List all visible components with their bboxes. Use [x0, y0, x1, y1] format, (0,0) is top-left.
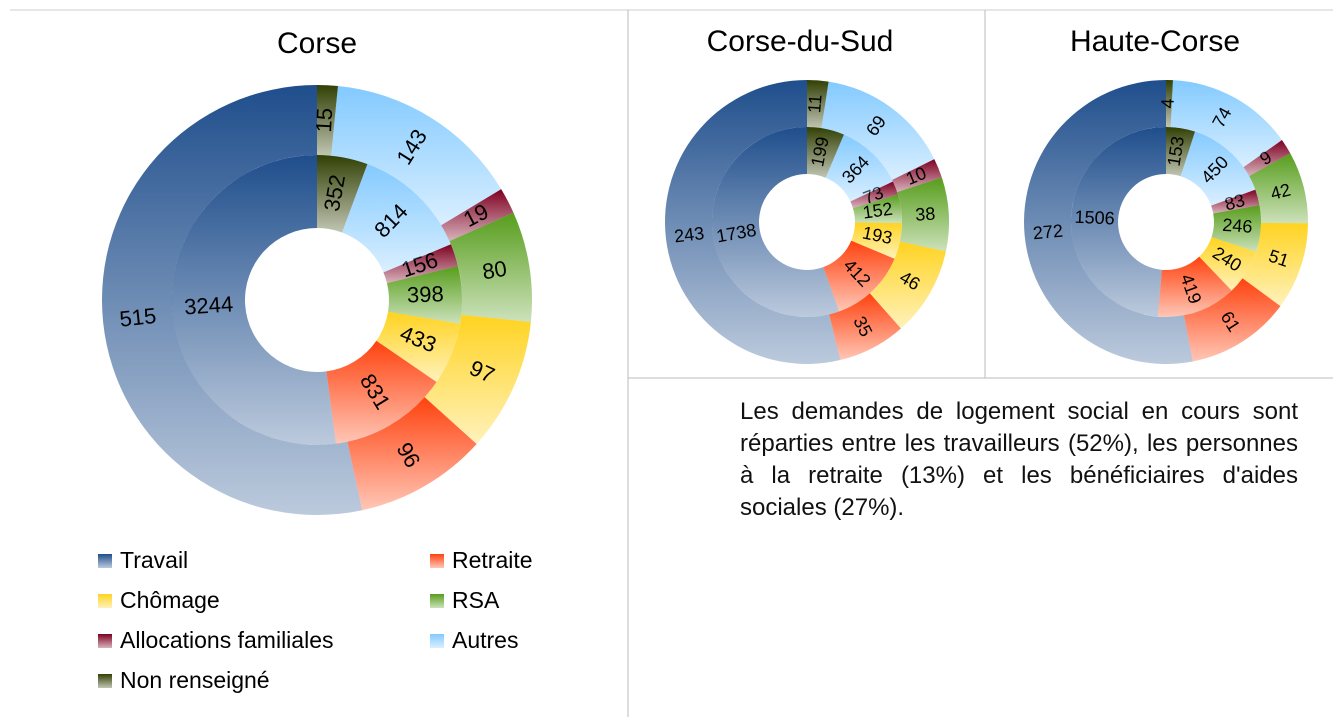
- donut-slice: [807, 127, 844, 178]
- donut-slice: [317, 155, 368, 233]
- data-label: 1506: [1074, 207, 1115, 229]
- data-label: 153: [1164, 135, 1188, 168]
- data-label: 246: [1222, 215, 1253, 237]
- data-label: 42: [1268, 180, 1292, 204]
- donut-slice: [664, 79, 841, 364]
- legend-label: Retraite: [452, 547, 533, 573]
- data-label: 4: [1158, 98, 1178, 109]
- legend-swatch: [98, 634, 112, 648]
- donut-slice: [1211, 205, 1262, 252]
- data-label: 3244: [183, 291, 234, 319]
- donut-slice: [449, 212, 532, 323]
- data-label: 272: [1032, 221, 1064, 244]
- chart-title: Corse-du-Sud: [707, 25, 894, 58]
- legend-swatch: [430, 634, 444, 648]
- donut-slice: [1070, 127, 1166, 317]
- donut-slice: [711, 127, 840, 317]
- donut-slice: [821, 81, 935, 180]
- donut-slice: [1024, 80, 1193, 365]
- legend-label: Chômage: [120, 587, 220, 613]
- legend-label: RSA: [452, 587, 500, 613]
- donut-slice: [424, 314, 531, 445]
- donut-slice: [1166, 127, 1196, 177]
- legend-swatch: [430, 594, 444, 608]
- donut-slice: [171, 155, 336, 445]
- paragraph: Les demandes de logement social en cours…: [740, 398, 1298, 521]
- donut-slice: [342, 164, 451, 273]
- donut-slice: [869, 241, 946, 329]
- data-label: 398: [407, 281, 445, 307]
- legend-label: Autres: [452, 627, 518, 653]
- donut-slice: [852, 194, 902, 223]
- donut-slice: [1170, 80, 1282, 168]
- donut-slice: [823, 240, 895, 312]
- donut-slice: [326, 340, 437, 444]
- donut-slice: [1243, 140, 1291, 177]
- donut-slice: [101, 85, 363, 515]
- data-label: 80: [480, 256, 508, 285]
- legend-label: Non renseigné: [120, 667, 270, 693]
- donut-slice: [892, 159, 942, 193]
- donut-slice: [1211, 189, 1260, 214]
- data-label: 38: [915, 204, 936, 225]
- data-label: 243: [673, 223, 705, 246]
- donut-slice: [383, 244, 458, 284]
- data-label: 11: [804, 94, 825, 114]
- donut-slice: [825, 134, 893, 202]
- data-label: 15: [311, 107, 337, 133]
- legend-swatch: [98, 594, 112, 608]
- donut-slice: [1180, 131, 1256, 206]
- chart-title: Haute-Corse: [1070, 25, 1240, 58]
- legend-label: Travail: [120, 547, 188, 573]
- legend-swatch: [98, 674, 112, 688]
- donut-slice: [1242, 222, 1308, 307]
- donut-slice: [850, 181, 898, 209]
- donut-slice: [807, 80, 829, 129]
- donut-slice: [829, 293, 901, 361]
- donut-slice: [376, 311, 461, 383]
- donut-slice: [1249, 153, 1308, 224]
- donut-slice: [317, 84, 338, 156]
- data-label: 515: [118, 303, 157, 332]
- donut-slice: [441, 189, 514, 242]
- donut-slice: [386, 265, 462, 324]
- donut-slice: [331, 86, 502, 226]
- chart-title: Corse: [277, 27, 357, 60]
- donut-slice: [347, 397, 477, 511]
- legend-label: Allocations familiales: [120, 627, 333, 653]
- donut-slice: [1199, 237, 1257, 291]
- donut-slice: [1166, 80, 1173, 128]
- donut-slice: [897, 177, 949, 252]
- legend-swatch: [98, 554, 112, 568]
- legend-swatch: [430, 554, 444, 568]
- donut-slice: [1157, 256, 1232, 318]
- donut-slice: [851, 222, 902, 259]
- donut-slice: [1183, 278, 1281, 362]
